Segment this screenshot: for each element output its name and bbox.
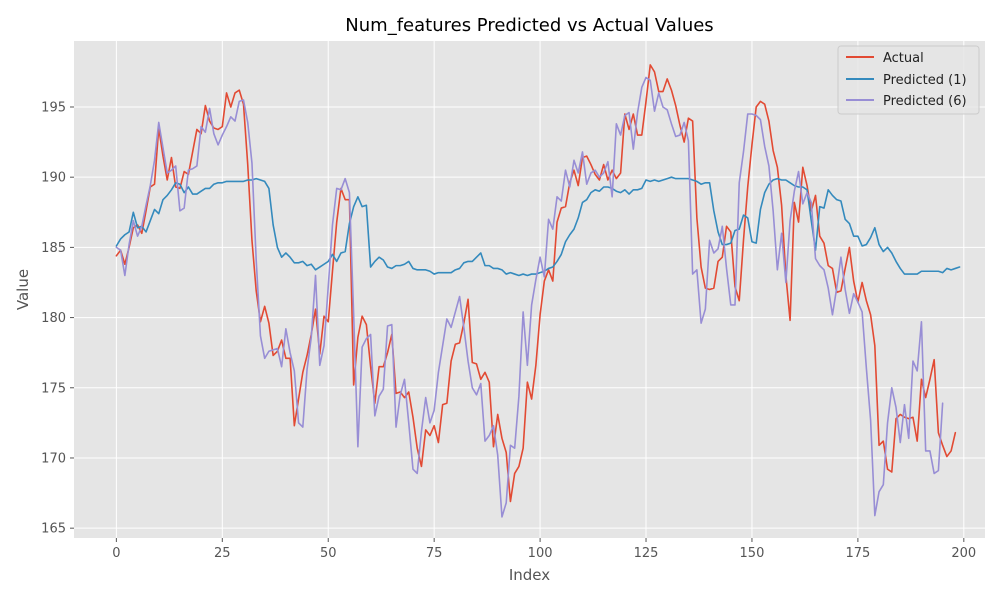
series-layer [115,64,961,518]
legend: Actual Predicted (1) Predicted (6) [837,45,980,115]
y-tick-label: 180 [41,311,66,326]
y-tick-label: 185 [41,241,66,256]
x-tick-label: 100 [528,546,553,561]
x-tick-label: 75 [426,546,443,561]
series-line-predicted-6 [115,76,944,518]
y-axis-label: Value [14,269,32,310]
x-tick-label: 25 [214,546,231,561]
series-line-predicted-1 [115,176,961,277]
x-axis-ticks: 0 25 50 75 100 125 150 175 200 [112,538,976,561]
y-tick-label: 195 [41,100,66,115]
series-actual [115,64,957,503]
y-tick-label: 165 [41,522,66,537]
series-predicted-6 [115,76,944,518]
legend-label-actual: Actual [883,51,924,66]
x-tick-label: 200 [951,546,976,561]
x-tick-label: 50 [320,546,337,561]
y-axis-ticks: 165 170 175 180 185 190 195 [41,100,74,537]
y-tick-label: 190 [41,171,66,186]
x-tick-label: 175 [845,546,870,561]
series-line-actual [115,64,957,503]
x-tick-label: 125 [634,546,659,561]
chart-title: Num_features Predicted vs Actual Values [345,15,713,36]
y-tick-label: 170 [41,451,66,466]
x-axis-label: Index [509,566,550,584]
x-tick-label: 150 [740,546,765,561]
x-tick-label: 0 [112,546,120,561]
legend-label-predicted-6: Predicted (6) [883,94,967,109]
y-tick-label: 175 [41,381,66,396]
series-predicted-1 [115,176,961,277]
legend-label-predicted-1: Predicted (1) [883,73,967,88]
legend-box [837,45,980,115]
plot-area [74,41,985,538]
